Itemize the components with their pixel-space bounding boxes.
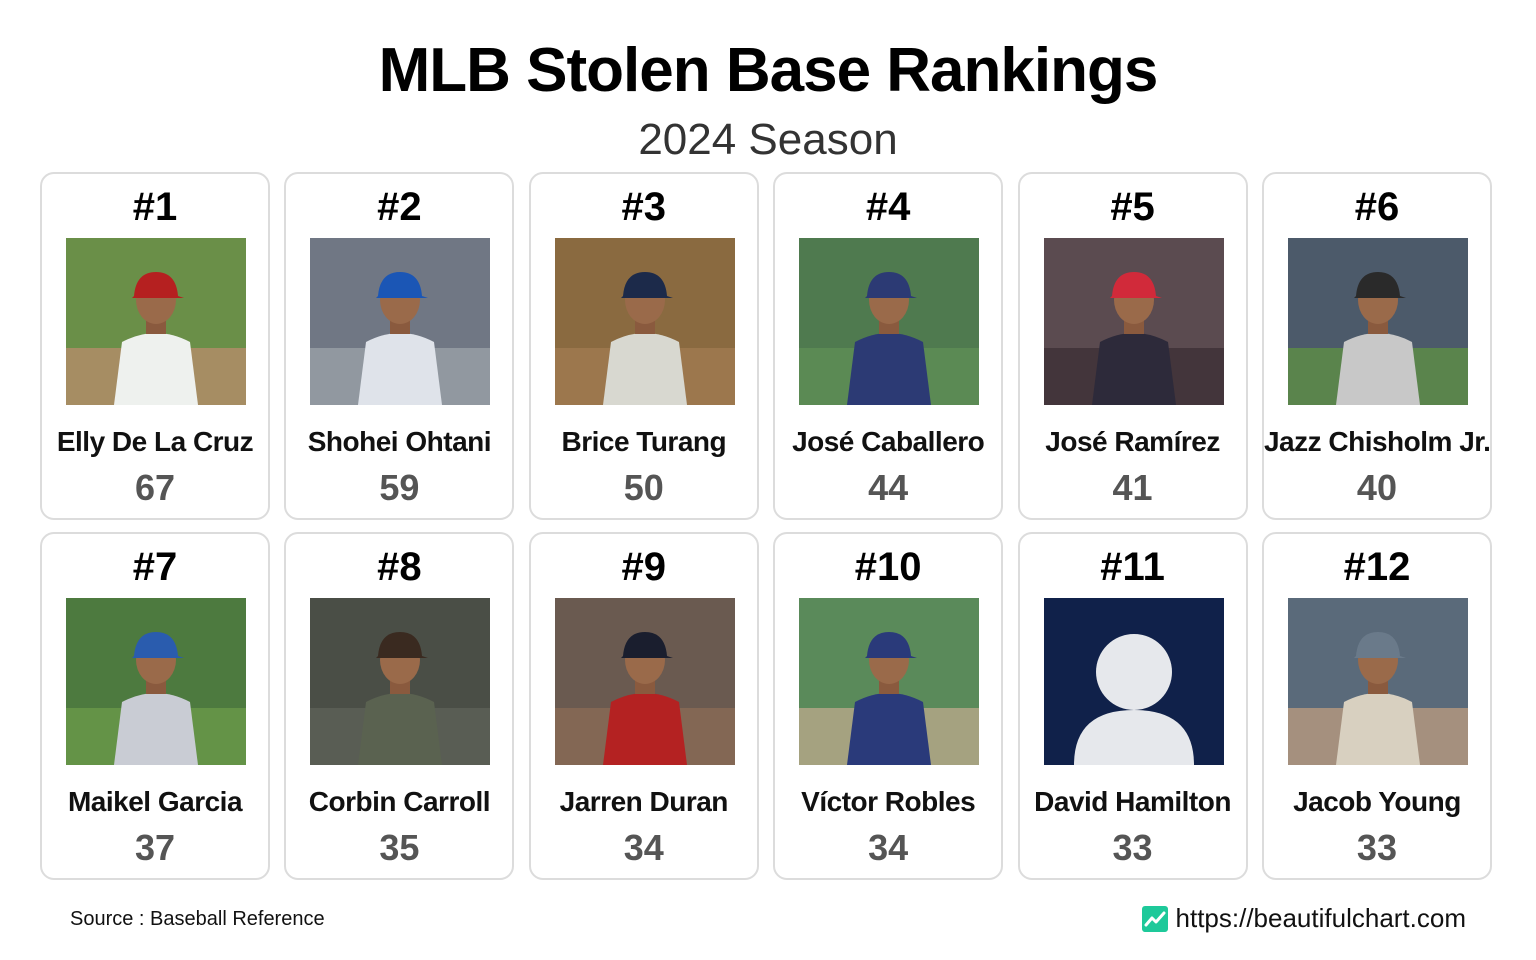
- player-name: Elly De La Cruz: [56, 426, 254, 457]
- rank-label: #1: [132, 185, 178, 229]
- player-photo-frame: [66, 598, 246, 765]
- ranking-grid: #1 Elly De La Cruz 67 #2 Shohei Ohtani 59 #3 Br…: [40, 172, 1492, 880]
- stolen-bases-value: 33: [1356, 827, 1397, 868]
- rank-label: #2: [377, 185, 422, 229]
- player-card: #1 Elly De La Cruz 67: [40, 172, 270, 520]
- player-card: #10 Víctor Robles 34: [773, 532, 1004, 880]
- player-photo: [799, 238, 980, 405]
- player-photo-frame: [66, 238, 246, 405]
- player-card: #3 Brice Turang 50: [528, 172, 759, 520]
- player-card: #12 Jacob Young 33: [1261, 532, 1492, 880]
- rank-label: #9: [621, 545, 667, 589]
- brand-link[interactable]: https://beautifulchart.com: [1141, 903, 1466, 934]
- stolen-bases-value: 67: [134, 467, 176, 508]
- stolen-bases-value: 50: [623, 467, 664, 508]
- rank-label: #6: [1354, 185, 1400, 229]
- player-card: #8 Corbin Carroll 35: [284, 532, 515, 880]
- player-card: #7 Maikel Garcia 37: [40, 532, 270, 880]
- player-photo-frame: [1043, 238, 1224, 405]
- rank-label: #12: [1343, 545, 1411, 589]
- player-photo: [310, 238, 491, 405]
- player-photo-frame: [1287, 598, 1468, 765]
- rank-label: #11: [1100, 545, 1165, 589]
- player-photo-frame: [554, 598, 735, 765]
- placeholder-avatar-icon: [1043, 598, 1224, 765]
- player-card: #6 Jazz Chisholm Jr. 40: [1261, 172, 1492, 520]
- player-photo-frame: [799, 598, 980, 765]
- player-name: Jazz Chisholm Jr.: [1263, 426, 1491, 457]
- player-name: Corbin Carroll: [308, 786, 491, 817]
- player-name: Shohei Ohtani: [307, 426, 492, 457]
- player-photo: [1287, 238, 1468, 405]
- player-photo: [310, 598, 491, 765]
- player-photo: [554, 238, 735, 405]
- rank-label: #3: [621, 185, 667, 229]
- player-name: José Caballero: [792, 426, 985, 457]
- stolen-bases-value: 40: [1356, 467, 1397, 508]
- player-name: Maikel Garcia: [67, 786, 243, 817]
- player-photo: [66, 598, 246, 765]
- player-name: Jarren Duran: [559, 786, 729, 817]
- chart-logo-icon: [1141, 905, 1168, 932]
- rank-label: #5: [1110, 185, 1155, 229]
- chart-title: MLB Stolen Base Rankings: [378, 36, 1159, 105]
- stolen-bases-value: 41: [1112, 467, 1153, 508]
- rank-label: #4: [865, 185, 911, 229]
- stolen-bases-value: 34: [623, 827, 664, 868]
- player-photo: [799, 598, 980, 765]
- player-photo-frame: [799, 238, 980, 405]
- stolen-bases-value: 59: [379, 467, 420, 508]
- player-card: #11 David Hamilton 33: [1017, 532, 1248, 880]
- rank-label: #7: [132, 545, 178, 589]
- player-card: #2 Shohei Ohtani 59: [284, 172, 515, 520]
- player-photo: [1043, 238, 1224, 405]
- player-name: José Ramírez: [1045, 426, 1220, 457]
- player-name: Jacob Young: [1293, 786, 1461, 817]
- player-photo: [66, 238, 246, 405]
- chart-subtitle: 2024 Season: [638, 115, 898, 164]
- player-name: Víctor Robles: [801, 786, 976, 817]
- stolen-bases-value: 34: [868, 827, 909, 868]
- player-photo-frame: [554, 238, 735, 405]
- website-url: https://beautifulchart.com: [1175, 903, 1466, 933]
- player-photo: [1287, 598, 1468, 765]
- player-name: Brice Turang: [561, 426, 727, 457]
- player-name: David Hamilton: [1034, 786, 1231, 817]
- player-photo-frame: [310, 238, 491, 405]
- player-photo-frame: [310, 598, 491, 765]
- player-card: #5 José Ramírez 41: [1017, 172, 1248, 520]
- stolen-bases-value: 44: [868, 467, 909, 508]
- player-photo-frame: [1043, 598, 1224, 765]
- player-card: #9 Jarren Duran 34: [528, 532, 759, 880]
- rank-label: #8: [377, 545, 422, 589]
- stolen-bases-value: 37: [134, 827, 176, 868]
- rank-label: #10: [854, 545, 922, 589]
- player-card: #4 José Caballero 44: [773, 172, 1004, 520]
- player-photo: [554, 598, 735, 765]
- stolen-bases-value: 33: [1112, 827, 1153, 868]
- source-note: Source : Baseball Reference: [70, 908, 325, 930]
- player-photo-frame: [1287, 238, 1468, 405]
- stolen-bases-value: 35: [379, 827, 420, 868]
